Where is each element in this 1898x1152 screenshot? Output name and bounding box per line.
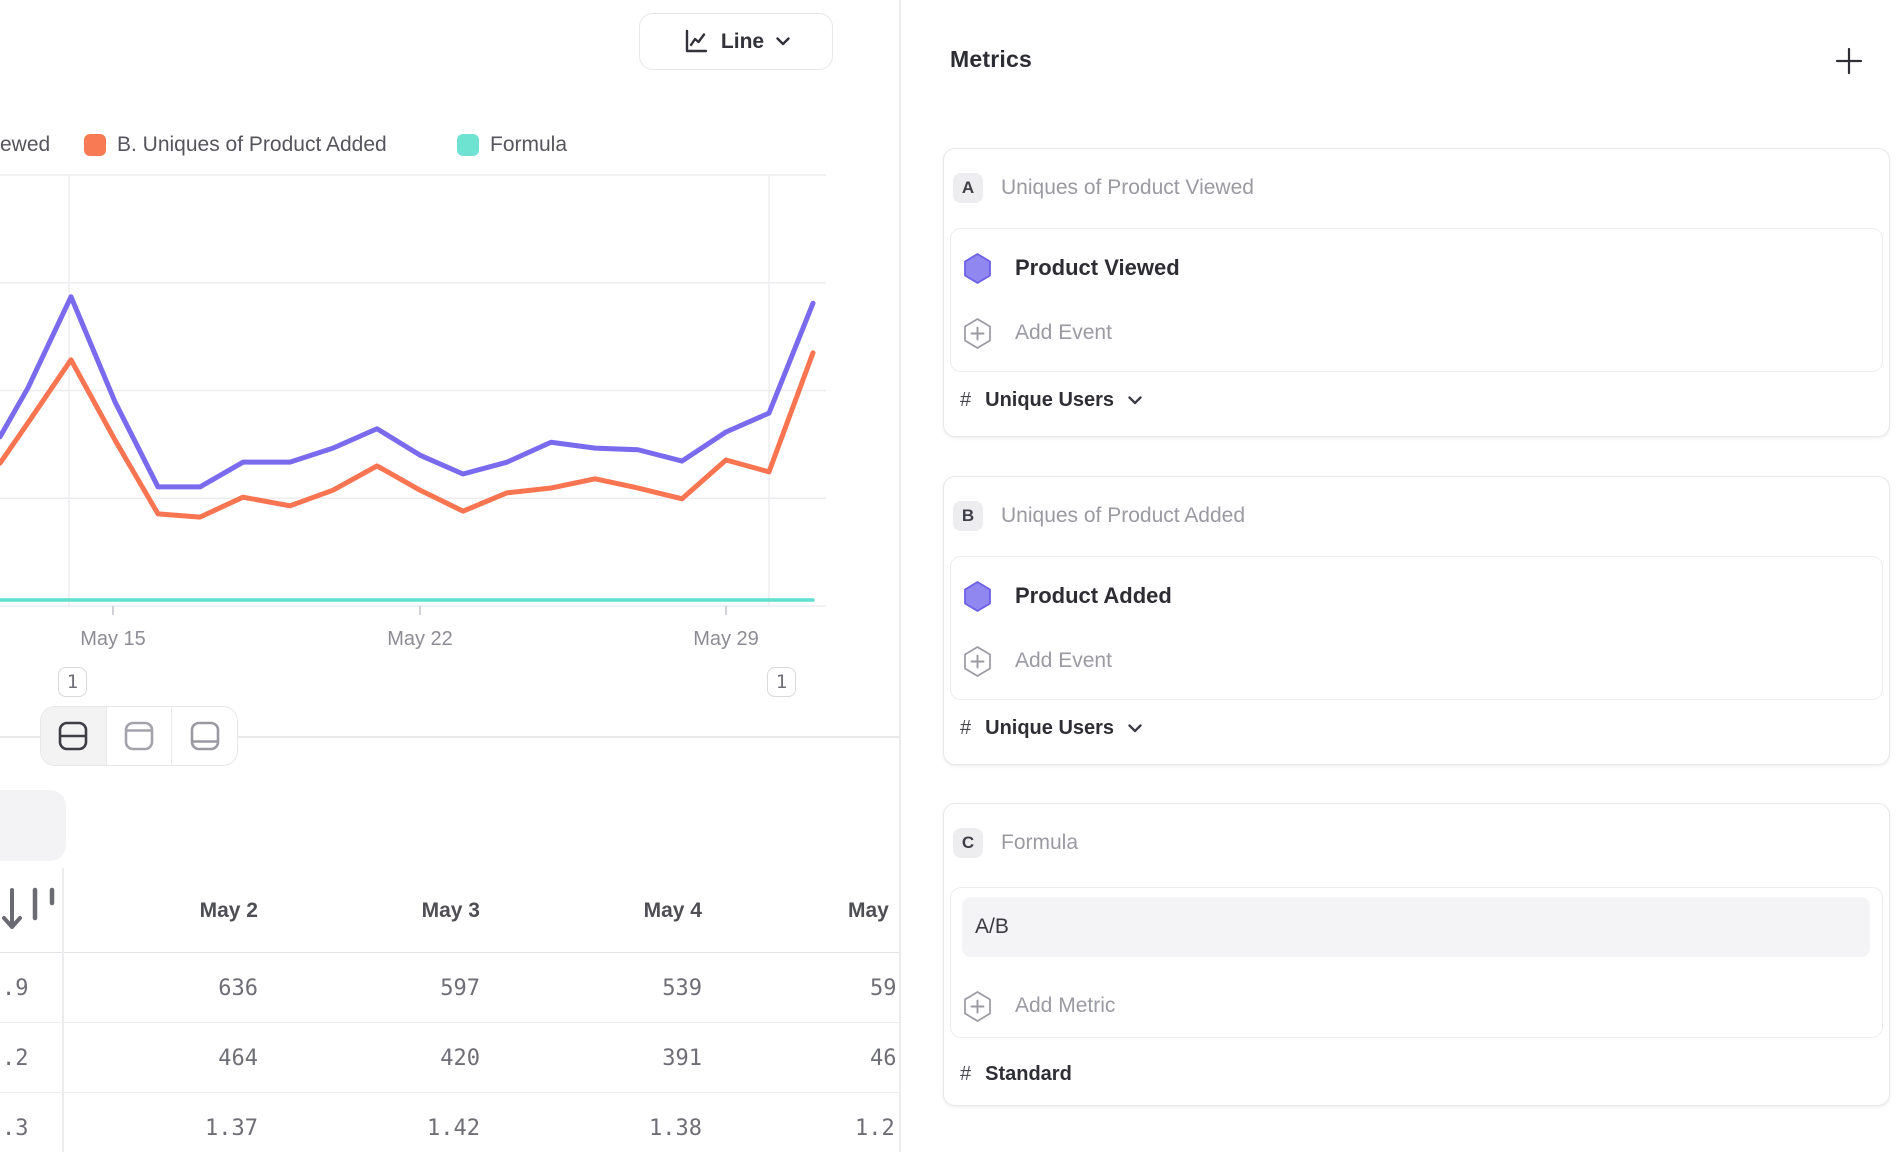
chart-svg[interactable]: May 15 May 22 May 29 [0, 150, 899, 670]
legend-label: Formula [490, 133, 568, 156]
measurement-selector[interactable]: # Standard [960, 1063, 1072, 1086]
table-row: .3 1.37 1.42 1.38 1.2 [0, 1093, 899, 1152]
table-row: .2 464 420 391 46 [0, 1023, 899, 1093]
event-list: Product Viewed Add Event [950, 228, 1883, 372]
add-metric-row[interactable]: Add Metric [951, 974, 1882, 1038]
formula-section: A/B Add Metric [950, 887, 1883, 1038]
event-hexagon-icon [964, 252, 991, 284]
view-toggle-group [40, 706, 238, 766]
annotation-badge[interactable]: 1 [767, 667, 796, 697]
table-column-header[interactable]: May [848, 898, 889, 922]
frozen-column-divider [62, 868, 64, 1152]
plus-icon [1835, 47, 1863, 75]
table-cell: 464 [218, 1045, 258, 1071]
legend-item-b[interactable]: B. Uniques of Product Added [84, 130, 387, 160]
chevron-down-icon [1128, 724, 1142, 733]
legend-label: B. Uniques of Product Added [117, 133, 387, 156]
layout-bottom-bar-icon [190, 721, 219, 751]
layout-split-icon [59, 721, 88, 751]
add-hexagon-icon [964, 317, 991, 349]
table-cell: 1.2 [855, 1115, 895, 1141]
legend-label: ewed [0, 133, 51, 156]
add-event-label: Add Event [1015, 649, 1112, 672]
table-cell: 539 [662, 975, 702, 1001]
view-toggle-chart[interactable] [105, 707, 172, 765]
chevron-down-icon [776, 37, 790, 46]
section-divider [0, 736, 899, 738]
table-cell: 46 [870, 1045, 897, 1071]
add-metric-button[interactable] [1834, 46, 1864, 76]
event-name: Product Added [1015, 583, 1172, 608]
table-scroll-tab[interactable] [0, 790, 66, 861]
metric-card-c: C Formula A/B Add Metric # Standard [943, 803, 1890, 1106]
metric-badge[interactable]: C [953, 828, 983, 858]
table-cell: .3 [2, 1115, 29, 1141]
annotation-badge[interactable]: 1 [58, 667, 87, 697]
hash-icon: # [960, 389, 972, 411]
table-row: .9 636 597 539 59 [0, 953, 899, 1023]
legend-item-a-partial[interactable]: ewed [0, 130, 50, 160]
event-row[interactable]: Product Added [951, 564, 1882, 628]
table-cell: .2 [2, 1045, 29, 1071]
legend-swatch-orange [84, 134, 106, 156]
metric-badge[interactable]: B [953, 501, 983, 531]
metric-card-title: Uniques of Product Viewed [1001, 176, 1254, 199]
add-event-row[interactable]: Add Event [951, 629, 1882, 693]
metric-card-a: A Uniques of Product Viewed Product View… [943, 148, 1890, 437]
measurement-label: Standard [985, 1063, 1072, 1085]
add-hexagon-icon [964, 645, 991, 677]
table-cell: 59 [870, 975, 897, 1001]
metric-card-title: Uniques of Product Added [1001, 504, 1246, 527]
formula-input[interactable]: A/B [962, 897, 1870, 957]
table-cell: 391 [662, 1045, 702, 1071]
legend-swatch-teal [457, 134, 479, 156]
svg-text:May 15: May 15 [80, 628, 146, 650]
table-column-header[interactable]: May 3 [421, 898, 480, 922]
table-cell: 597 [440, 975, 480, 1001]
add-event-label: Add Event [1015, 321, 1112, 344]
table-cell: .9 [2, 975, 29, 1001]
hash-icon: # [960, 717, 972, 739]
hash-icon: # [960, 1063, 972, 1085]
legend-item-formula[interactable]: Formula [457, 130, 567, 160]
add-event-row[interactable]: Add Event [951, 301, 1882, 365]
metric-card-title: Formula [1001, 831, 1079, 854]
table-cell: 636 [218, 975, 258, 1001]
chart-legend: ewed B. Uniques of Product Added Formula [0, 130, 899, 160]
layout-top-bar-icon [124, 721, 154, 751]
panel-divider [899, 0, 901, 1152]
table-cell: 1.42 [427, 1115, 480, 1141]
measurement-selector[interactable]: # Unique Users [960, 389, 1142, 412]
svg-text:May 29: May 29 [693, 628, 759, 650]
report-canvas: Line ewed B. Uniques of Product Added Fo… [0, 0, 899, 1152]
chart-type-dropdown[interactable]: Line [639, 13, 833, 70]
chevron-down-icon [1128, 396, 1142, 405]
svg-text:May 22: May 22 [387, 628, 453, 650]
table-cell: 1.37 [205, 1115, 258, 1141]
event-name: Product Viewed [1015, 255, 1180, 280]
add-metric-label: Add Metric [1015, 994, 1116, 1017]
table-cell: 420 [440, 1045, 480, 1071]
table-cell: 1.38 [649, 1115, 702, 1141]
event-list: Product Added Add Event [950, 556, 1883, 700]
sort-descending-icon[interactable] [0, 886, 60, 934]
view-toggle-split[interactable] [41, 707, 106, 765]
table-column-header[interactable]: May 4 [643, 898, 702, 922]
measurement-label: Unique Users [985, 717, 1115, 739]
metric-badge[interactable]: A [953, 173, 983, 203]
metrics-panel-title: Metrics [950, 46, 1032, 72]
event-hexagon-icon [964, 580, 991, 612]
measurement-selector[interactable]: # Unique Users [960, 717, 1142, 740]
line-chart-icon [685, 29, 708, 53]
chart-type-label: Line [720, 29, 765, 53]
metrics-panel: Metrics A Uniques of Product Viewed Prod… [901, 0, 1898, 1152]
measurement-label: Unique Users [985, 389, 1115, 411]
metric-card-b: B Uniques of Product Added Product Added… [943, 476, 1890, 765]
table-header-row: May 2 May 3 May 4 May [0, 868, 899, 953]
event-row[interactable]: Product Viewed [951, 236, 1882, 300]
add-hexagon-icon [964, 990, 991, 1022]
view-toggle-table[interactable] [171, 707, 237, 765]
table-column-header[interactable]: May 2 [199, 898, 258, 922]
